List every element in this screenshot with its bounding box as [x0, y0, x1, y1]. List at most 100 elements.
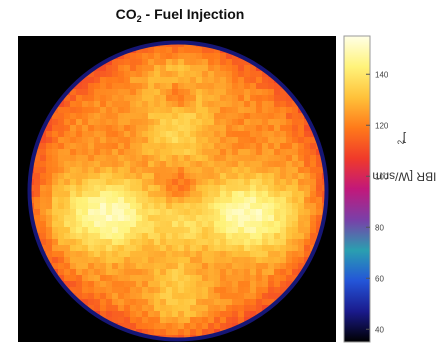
heatmap-cell	[208, 233, 215, 240]
heatmap-cell	[196, 125, 203, 132]
heatmap-cell	[118, 227, 125, 234]
heatmap-cell	[226, 149, 233, 156]
heatmap-cell	[220, 305, 227, 312]
heatmap-cell	[280, 179, 287, 186]
heatmap-cell	[154, 83, 161, 90]
heatmap-cell	[160, 173, 167, 180]
heatmap-cell	[88, 107, 95, 114]
heatmap-cell	[196, 83, 203, 90]
heatmap-cell	[250, 143, 257, 150]
heatmap-cell	[256, 125, 263, 132]
heatmap-cell	[208, 53, 215, 60]
heatmap-cell	[70, 269, 77, 276]
heatmap-cell	[238, 281, 245, 288]
heatmap-cell	[256, 227, 263, 234]
heatmap-cell	[76, 173, 83, 180]
heatmap-cell	[178, 173, 185, 180]
heatmap-cell	[262, 227, 269, 234]
heatmap-cell	[244, 173, 251, 180]
heatmap-cell	[154, 113, 161, 120]
heatmap-cell	[106, 155, 113, 162]
heatmap-cell	[46, 125, 53, 132]
heatmap-cell	[178, 293, 185, 300]
heatmap-cell	[244, 89, 251, 96]
heatmap-cell	[88, 77, 95, 84]
heatmap-cell	[178, 131, 185, 138]
heatmap-cell	[178, 185, 185, 192]
heatmap-cell	[160, 113, 167, 120]
heatmap-cell	[226, 305, 233, 312]
heatmap-cell	[142, 269, 149, 276]
heatmap-cell	[46, 161, 53, 168]
heatmap-cell	[172, 257, 179, 264]
heatmap-cell	[154, 77, 161, 84]
heatmap-cell	[184, 131, 191, 138]
heatmap-cell	[202, 215, 209, 222]
heatmap-cell	[202, 173, 209, 180]
heatmap-cell	[58, 131, 65, 138]
heatmap-cell	[256, 137, 263, 144]
heatmap-cell	[184, 299, 191, 306]
heatmap-cell	[82, 233, 89, 240]
heatmap-cell	[202, 317, 209, 324]
heatmap-cell	[130, 257, 137, 264]
heatmap-cell	[166, 203, 173, 210]
heatmap-cell	[106, 83, 113, 90]
heatmap-cell	[142, 275, 149, 282]
heatmap-cell	[136, 203, 143, 210]
heatmap-cell	[94, 305, 101, 312]
heatmap-cell	[214, 137, 221, 144]
heatmap-cell	[268, 203, 275, 210]
heatmap-cell	[58, 275, 65, 282]
heatmap-cell	[106, 305, 113, 312]
heatmap-cell	[160, 149, 167, 156]
heatmap-cell	[238, 197, 245, 204]
heatmap-cell	[106, 161, 113, 168]
heatmap-cell	[112, 305, 119, 312]
heatmap-cell	[82, 89, 89, 96]
heatmap-cell	[214, 71, 221, 78]
heatmap-cell	[118, 167, 125, 174]
heatmap-cell	[184, 257, 191, 264]
heatmap-cell	[202, 233, 209, 240]
heatmap-cell	[214, 131, 221, 138]
heatmap-cell	[244, 311, 251, 318]
heatmap-cell	[148, 269, 155, 276]
heatmap-cell	[82, 161, 89, 168]
heatmap-cell	[172, 161, 179, 168]
heatmap-cell	[70, 203, 77, 210]
heatmap-cell	[220, 221, 227, 228]
heatmap-cell	[262, 155, 269, 162]
heatmap-cell	[46, 173, 53, 180]
heatmap-cell	[268, 173, 275, 180]
heatmap-cell	[208, 71, 215, 78]
heatmap-cell	[100, 143, 107, 150]
heatmap-cell	[124, 113, 131, 120]
heatmap-cell	[256, 239, 263, 246]
heatmap-cell	[46, 245, 53, 252]
heatmap-cell	[88, 251, 95, 258]
heatmap-cell	[118, 83, 125, 90]
heatmap-cell	[238, 221, 245, 228]
heatmap-cell	[112, 77, 119, 84]
heatmap-cell	[214, 311, 221, 318]
heatmap-cell	[52, 167, 59, 174]
heatmap-cell	[250, 245, 257, 252]
heatmap-cell	[232, 101, 239, 108]
heatmap-cell	[112, 89, 119, 96]
heatmap-cell	[178, 317, 185, 324]
heatmap-cell	[82, 143, 89, 150]
heatmap-cell	[118, 287, 125, 294]
heatmap-cell	[316, 179, 323, 186]
heatmap-cell	[124, 257, 131, 264]
heatmap-cell	[88, 71, 95, 78]
heatmap-cell	[250, 203, 257, 210]
heatmap-cell	[256, 119, 263, 126]
heatmap-cell	[148, 317, 155, 324]
heatmap-cell	[202, 299, 209, 306]
heatmap-cell	[214, 191, 221, 198]
heatmap-cell	[304, 203, 311, 210]
heatmap-cell	[208, 317, 215, 324]
heatmap-cell	[40, 197, 47, 204]
